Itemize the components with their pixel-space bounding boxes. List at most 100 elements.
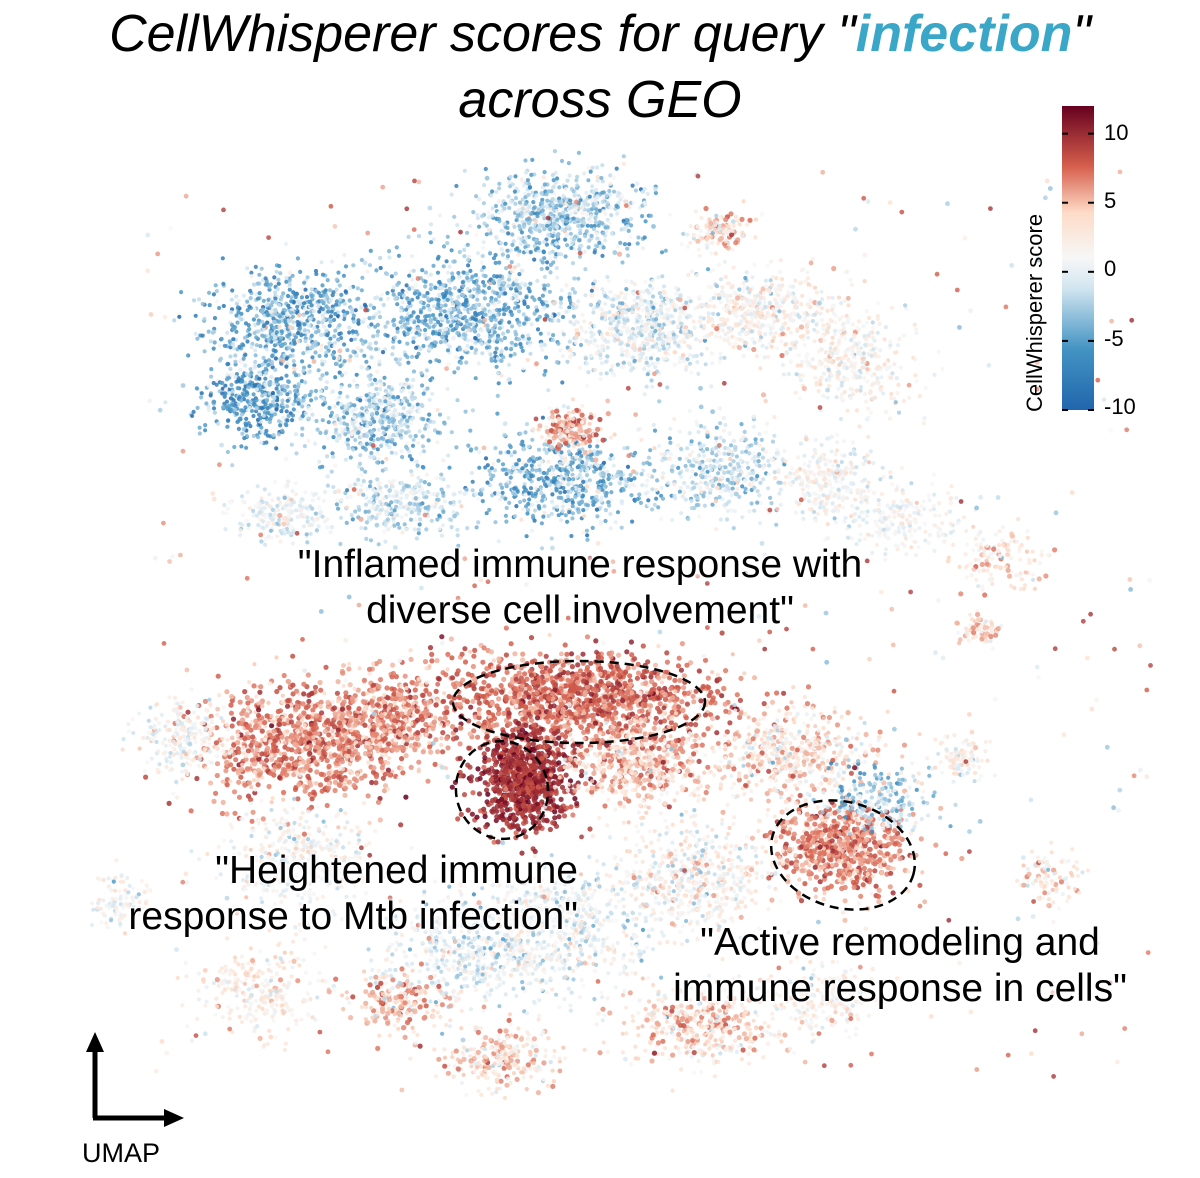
umap-point — [805, 302, 810, 307]
umap-point — [437, 292, 442, 297]
umap-point — [455, 398, 460, 403]
umap-point — [251, 433, 256, 439]
umap-point — [470, 488, 475, 493]
umap-point — [508, 174, 513, 179]
umap-point — [488, 251, 493, 256]
umap-point — [290, 348, 295, 353]
umap-point — [338, 385, 343, 390]
umap-point — [733, 323, 738, 328]
umap-point — [907, 395, 912, 400]
umap-point — [830, 341, 835, 346]
umap-point — [590, 525, 595, 531]
umap-point — [451, 307, 457, 312]
umap-point — [523, 283, 528, 288]
umap-point — [535, 246, 540, 251]
umap-point — [416, 319, 421, 324]
umap-point — [251, 413, 256, 419]
umap-point — [452, 259, 457, 264]
umap-point — [456, 305, 461, 310]
umap-point — [426, 438, 431, 443]
umap-point — [823, 357, 828, 362]
umap-point — [546, 388, 551, 393]
umap-point — [346, 402, 351, 407]
umap-point — [322, 290, 327, 295]
umap-point — [626, 361, 632, 366]
umap-point — [379, 407, 384, 413]
umap-point — [456, 270, 461, 276]
umap-point — [303, 380, 308, 385]
umap-point — [656, 275, 661, 280]
umap-point — [266, 362, 271, 367]
umap-point — [531, 459, 536, 464]
umap-point — [313, 396, 319, 401]
umap-point — [818, 359, 823, 364]
umap-point — [274, 300, 279, 305]
umap-point — [819, 375, 824, 380]
umap-point — [621, 218, 626, 223]
umap-point — [875, 301, 881, 306]
umap-point — [481, 245, 486, 250]
umap-point — [667, 336, 672, 341]
umap-point — [495, 393, 500, 398]
umap-point — [871, 337, 876, 342]
umap-point — [472, 279, 477, 285]
umap-point — [363, 447, 368, 452]
umap-point — [234, 411, 239, 416]
umap-point — [832, 328, 838, 333]
umap-point — [364, 359, 369, 364]
umap-point — [603, 238, 608, 243]
umap-point — [325, 436, 330, 441]
umap-point — [932, 372, 937, 377]
umap-point — [540, 293, 546, 298]
umap-point — [822, 338, 827, 343]
umap-point — [317, 353, 322, 359]
umap-point — [404, 289, 409, 295]
umap-point — [583, 267, 588, 272]
umap-point — [516, 252, 521, 257]
umap-point — [391, 395, 396, 400]
umap-point — [314, 271, 319, 277]
umap-point — [458, 347, 463, 352]
umap-point — [464, 360, 469, 365]
umap-point — [519, 517, 524, 522]
umap-point — [378, 255, 383, 261]
umap-point — [648, 213, 654, 218]
umap-point — [547, 250, 553, 256]
umap-point — [691, 319, 696, 324]
umap-point — [253, 359, 258, 365]
umap-point — [878, 348, 883, 353]
umap-point — [558, 300, 564, 306]
umap-point — [607, 326, 612, 331]
umap-point — [644, 360, 649, 365]
umap-point — [438, 308, 443, 313]
umap-point — [838, 334, 843, 340]
umap-point — [233, 374, 238, 379]
umap-point — [507, 274, 512, 279]
umap-point — [655, 357, 660, 362]
umap-point — [667, 330, 672, 336]
umap-point — [368, 346, 374, 351]
umap-point — [846, 303, 851, 308]
umap-point — [565, 519, 570, 524]
umap-point — [391, 403, 396, 408]
umap-point — [228, 354, 233, 359]
umap-point — [584, 229, 589, 234]
umap-point — [746, 346, 751, 351]
umap-point — [208, 339, 214, 344]
umap-point — [355, 346, 360, 351]
umap-point — [482, 183, 487, 188]
umap-point — [798, 363, 804, 368]
umap-point — [508, 475, 513, 480]
umap-point — [497, 181, 502, 186]
umap-point — [278, 297, 283, 302]
umap-point — [757, 338, 762, 343]
umap-point — [254, 335, 259, 340]
umap-point — [445, 234, 450, 239]
umap-point — [587, 325, 593, 330]
umap-point — [621, 360, 627, 365]
umap-point — [901, 398, 907, 404]
umap-point — [870, 396, 875, 401]
umap-point — [387, 405, 392, 410]
umap-point — [256, 329, 261, 334]
umap-point — [657, 323, 662, 328]
